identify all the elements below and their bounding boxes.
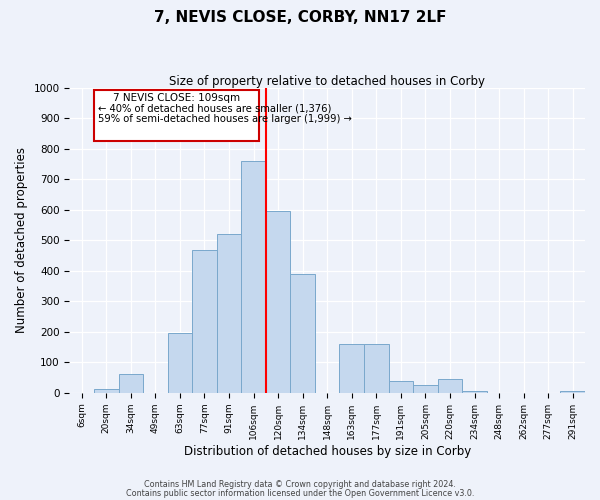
- Bar: [389, 380, 413, 393]
- Text: 7, NEVIS CLOSE, CORBY, NN17 2LF: 7, NEVIS CLOSE, CORBY, NN17 2LF: [154, 10, 446, 25]
- Bar: [94, 389, 119, 393]
- Bar: [413, 385, 437, 393]
- Text: 7 NEVIS CLOSE: 109sqm: 7 NEVIS CLOSE: 109sqm: [113, 93, 240, 103]
- Bar: [192, 250, 217, 393]
- Bar: [340, 344, 364, 393]
- Bar: [462, 392, 487, 393]
- Text: Contains public sector information licensed under the Open Government Licence v3: Contains public sector information licen…: [126, 489, 474, 498]
- Bar: [241, 161, 266, 393]
- Bar: [364, 344, 389, 393]
- Text: 59% of semi-detached houses are larger (1,999) →: 59% of semi-detached houses are larger (…: [98, 114, 352, 124]
- Bar: [167, 334, 192, 393]
- Bar: [560, 392, 585, 393]
- Bar: [217, 234, 241, 393]
- Text: Contains HM Land Registry data © Crown copyright and database right 2024.: Contains HM Land Registry data © Crown c…: [144, 480, 456, 489]
- Bar: [437, 379, 462, 393]
- Bar: [119, 374, 143, 393]
- Title: Size of property relative to detached houses in Corby: Size of property relative to detached ho…: [169, 75, 485, 88]
- Bar: [290, 274, 315, 393]
- FancyBboxPatch shape: [94, 90, 259, 142]
- Bar: [266, 212, 290, 393]
- Text: ← 40% of detached houses are smaller (1,376): ← 40% of detached houses are smaller (1,…: [98, 104, 332, 114]
- X-axis label: Distribution of detached houses by size in Corby: Distribution of detached houses by size …: [184, 444, 471, 458]
- Y-axis label: Number of detached properties: Number of detached properties: [15, 148, 28, 334]
